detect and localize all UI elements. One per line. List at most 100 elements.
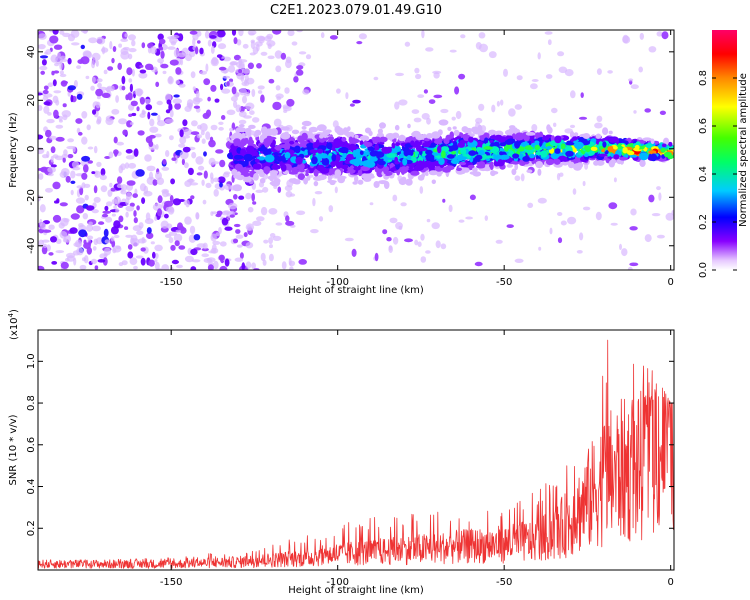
spectrogram-ridge-cell — [303, 177, 308, 185]
spectrogram-noise-cell — [285, 59, 292, 69]
spectrogram-ridge-cell — [535, 161, 544, 169]
spectrogram-noise-cell — [67, 85, 77, 91]
spectrogram-noise-cell — [170, 244, 176, 251]
spectrogram-noise-cell — [156, 177, 165, 185]
spectrogram-ridge-cell — [377, 128, 383, 134]
spectrogram-noise-cell — [192, 86, 196, 91]
spectrogram-ridge-cell — [573, 132, 579, 137]
spectrogram-noise-cell — [100, 168, 106, 177]
spectrogram-noise-cell — [389, 217, 398, 224]
spectrogram-noise-cell — [404, 238, 413, 243]
spectrogram-noise-cell — [164, 213, 169, 219]
spectrogram-noise-cell — [92, 246, 97, 251]
spectrogram-ridge-cell — [405, 178, 413, 186]
spectrogram-ridge-cell — [660, 147, 666, 153]
spectrogram-ridge-cell — [668, 141, 673, 147]
spectrogram-noise-cell — [351, 248, 357, 257]
spectrogram-noise-cell — [454, 86, 460, 95]
spectrogram-noise-cell — [435, 240, 441, 249]
spectrogram-noise-cell — [125, 149, 133, 154]
spectrogram-noise-cell — [60, 261, 69, 269]
spectrogram-noise-cell — [71, 42, 80, 46]
spectrogram-noise-cell — [630, 208, 637, 216]
spectrogram-noise-cell — [139, 64, 144, 68]
spectrogram-ridge-cell — [267, 175, 278, 180]
spectrogram-noise-cell — [221, 115, 226, 120]
spectrogram-ridge-cell — [316, 124, 327, 132]
spectrogram-ridge-cell — [582, 133, 591, 139]
spectrogram-noise-cell — [188, 178, 194, 183]
spectrogram-noise-cell — [162, 70, 167, 75]
spectrogram-noise-cell — [576, 250, 583, 254]
spectrogram-noise-cell — [148, 134, 156, 139]
spectrogram-ridge-cell — [546, 124, 551, 132]
spectrogram-noise-cell — [103, 69, 108, 75]
spectrogram-noise-cell — [208, 157, 216, 166]
spectrogram-noise-cell — [105, 117, 114, 126]
spectrogram-noise-cell — [249, 110, 255, 115]
spectrogram-ridge-cell — [425, 153, 434, 160]
spectrogram-noise-cell — [53, 44, 63, 50]
spectrogram-ridge-cell — [348, 136, 353, 143]
spectrogram-noise-cell — [314, 191, 323, 195]
spectrogram-noise-cell — [158, 38, 166, 45]
spectrogram-noise-cell — [425, 47, 434, 52]
spectrogram-ridge-cell — [447, 154, 455, 159]
spectrogram-noise-cell — [88, 37, 98, 44]
spectrogram-noise-cell — [251, 192, 255, 202]
spectrogram-noise-cell — [175, 67, 182, 75]
spectrogram-noise-cell — [247, 225, 252, 231]
spectrogram-ridge-cell — [381, 146, 390, 154]
spectrogram-ridge-cell — [526, 169, 533, 173]
spectrogram-noise-cell — [116, 176, 123, 185]
spectrogram-ridge-cell — [506, 164, 513, 168]
spectrogram-noise-cell — [171, 157, 177, 162]
spectrogram-noise-cell — [460, 34, 466, 39]
spectrogram-noise-cell — [659, 110, 667, 116]
spectrogram-ridge-cell — [407, 123, 411, 129]
spectrogram-noise-cell — [170, 178, 176, 185]
spectrogram-noise-cell — [582, 180, 586, 187]
spectrogram-noise-cell — [251, 88, 256, 98]
spectrogram-noise-cell — [224, 183, 232, 191]
spectrogram-ridge-cell — [367, 146, 375, 151]
spectrogram-ridge-cell — [301, 126, 307, 130]
spectrogram-noise-cell — [196, 172, 203, 176]
spectrogram-noise-cell — [283, 109, 288, 114]
spectrogram-noise-cell — [234, 257, 244, 262]
spectrogram-noise-cell — [49, 30, 54, 33]
spectrogram-ridge-cell — [352, 181, 358, 185]
spectrogram-noise-cell — [165, 150, 170, 157]
spectrogram-ridge-cell — [313, 169, 320, 174]
spectrogram-noise-cell — [91, 171, 96, 175]
spectrogram-noise-cell — [398, 99, 408, 106]
spectrogram-noise-cell — [495, 239, 503, 244]
spectrogram-noise-cell — [205, 63, 209, 72]
spectrogram-noise-cell — [203, 170, 208, 179]
spectrogram-noise-cell — [257, 90, 263, 94]
spectrogram-noise-cell — [106, 87, 110, 93]
spectrogram-noise-cell — [312, 197, 316, 207]
spectrogram-noise-cell — [174, 102, 182, 110]
spectrogram-noise-cell — [211, 56, 218, 65]
spectrogram-ridge-cell — [326, 142, 333, 150]
spectrogram-noise-cell — [545, 74, 553, 79]
spectrogram-noise-cell — [547, 39, 552, 46]
spectrogram-ridge-cell — [522, 156, 530, 162]
spectrogram-panel: -150 -100 -50 0 -40 -20 0 20 40 Height of strai… — [8, 29, 675, 296]
spectrogram-ridge-cell — [323, 132, 328, 139]
spectrogram-ridge-cell — [233, 160, 239, 165]
spectrogram-noise-cell — [210, 84, 217, 92]
spectrogram-noise-cell — [345, 92, 349, 100]
spectrogram-noise-cell — [82, 213, 89, 220]
spectrogram-noise-cell — [105, 216, 113, 223]
spectrogram-noise-cell — [420, 233, 425, 241]
spectrogram-noise-cell — [275, 85, 281, 91]
spectrogram-noise-cell — [109, 41, 113, 50]
spectrogram-ridge-cell — [329, 181, 336, 186]
spectrogram-noise-cell — [94, 265, 99, 270]
spectrogram-noise-cell — [235, 234, 244, 239]
spectrogram-ridge-cell — [478, 150, 486, 156]
spectrogram-noise-cell — [91, 52, 101, 61]
spectrogram-noise-cell — [302, 89, 310, 95]
